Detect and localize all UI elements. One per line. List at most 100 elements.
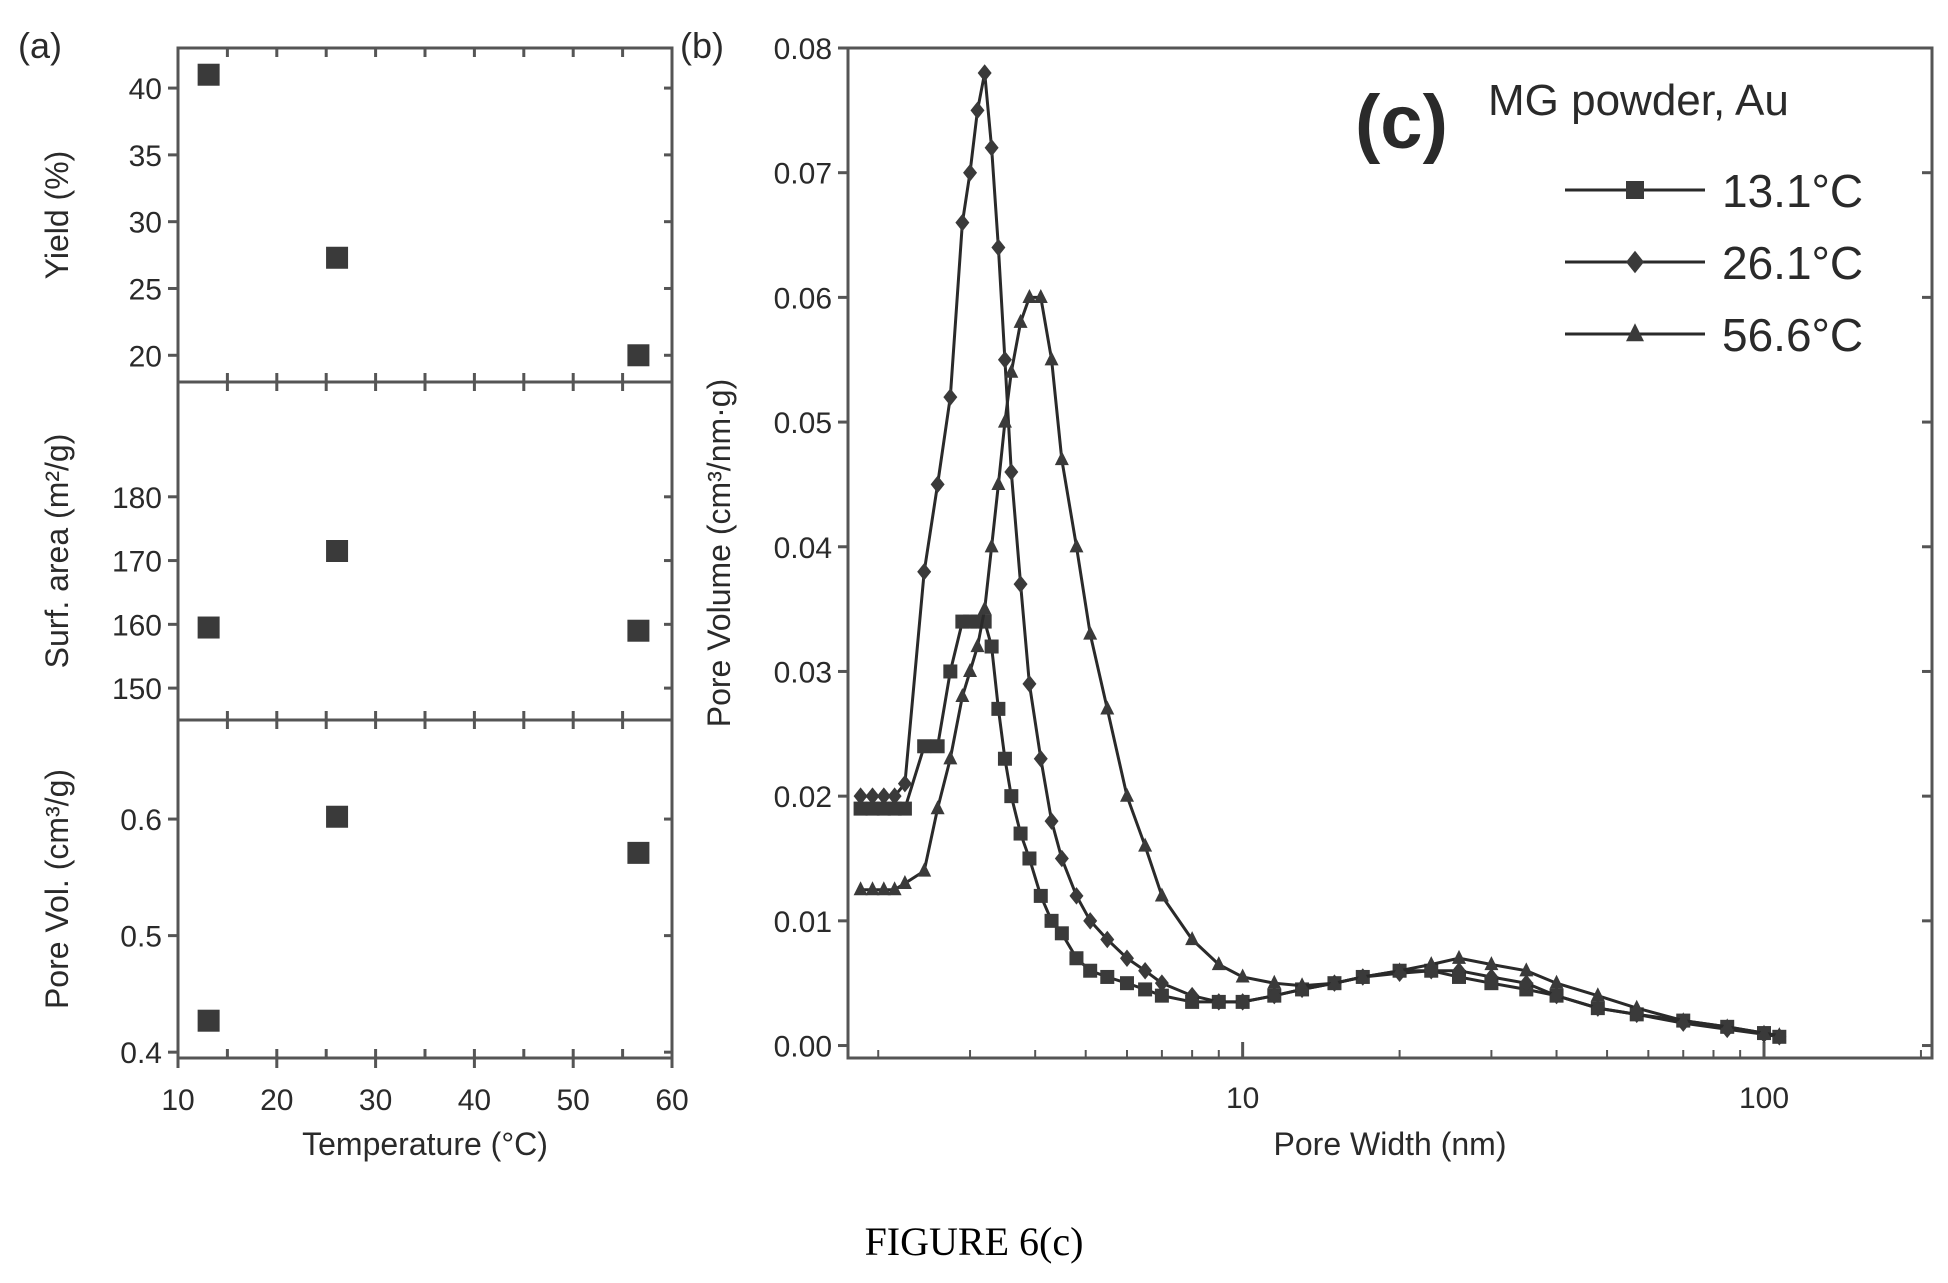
data-point (943, 664, 958, 679)
data-point (1138, 837, 1153, 852)
y-tick-label: 0.5 (120, 921, 162, 954)
data-point (991, 238, 1006, 257)
data-point (1235, 968, 1250, 983)
data-point (1100, 700, 1115, 715)
x-axis-label: Temperature (°C) (302, 1126, 548, 1162)
y-axis-label: Pore Vol. (cm³/g) (39, 769, 75, 1009)
data-point (853, 881, 868, 896)
data-point (853, 787, 868, 805)
data-point (991, 476, 1006, 491)
data-point (1267, 986, 1282, 1005)
data-point (1295, 977, 1310, 992)
data-point (1033, 888, 1048, 903)
data-point (1590, 999, 1605, 1017)
data-point (1054, 849, 1069, 868)
data-point (1185, 931, 1200, 946)
y-tick-label: 0.04 (774, 532, 832, 565)
data-point (1022, 851, 1037, 866)
data-point (865, 801, 880, 816)
data-point (1044, 812, 1059, 830)
data-point (897, 875, 912, 890)
x-tick-label: 50 (557, 1084, 590, 1117)
data-point (1757, 1024, 1772, 1039)
data-point (876, 787, 891, 805)
data-point (865, 787, 880, 805)
data-point (1083, 912, 1098, 930)
y-tick-label: 170 (112, 546, 162, 579)
panel-a: (a) 20 25 30 35 40 Yield (%) 150 160 170 180 Surf. … (18, 25, 689, 1162)
data-point (997, 751, 1012, 766)
data-point (917, 562, 932, 581)
data-point (1004, 463, 1019, 481)
y-tick-label: 0.02 (774, 781, 832, 814)
data-point (197, 63, 220, 86)
data-point (963, 163, 978, 182)
data-point (1235, 993, 1250, 1011)
data-point (943, 388, 958, 406)
data-point (1069, 951, 1084, 966)
legend-entry: 26.1°C (1565, 237, 1863, 289)
figure-caption: FIGURE 6(c) (864, 1219, 1084, 1264)
data-point (997, 350, 1012, 369)
legend-label: 56.6°C (1722, 309, 1863, 361)
x-tick-label: 40 (458, 1084, 491, 1117)
series-square (853, 614, 1787, 1044)
x-tick-label: 10 (1226, 1082, 1259, 1115)
x-tick-label: 100 (1739, 1082, 1789, 1115)
data-point (1013, 313, 1028, 328)
y-tick-label: 180 (112, 482, 162, 515)
data-point (1519, 962, 1534, 977)
data-point (1392, 962, 1407, 977)
data-point (955, 687, 970, 702)
data-point (1720, 1018, 1735, 1033)
data-point (1451, 949, 1466, 964)
figure-svg: (a) 20 25 30 35 40 Yield (%) 150 160 170 180 Surf. … (18, 25, 1934, 1162)
x-tick-label: 20 (260, 1084, 293, 1117)
data-point (1044, 913, 1059, 928)
data-point (1083, 625, 1098, 640)
data-point (326, 246, 349, 269)
y-tick-label: 40 (129, 73, 162, 106)
subplot-frame (176, 380, 674, 722)
data-point (865, 881, 880, 896)
data-point (955, 213, 970, 232)
data-point (943, 750, 958, 765)
x-tick-label: 30 (359, 1084, 392, 1117)
y-tick-label: 150 (112, 673, 162, 706)
y-tick-label: 0.05 (774, 407, 832, 440)
data-point (1069, 538, 1084, 553)
data-point (1100, 969, 1115, 984)
panel-b-label: (b) (680, 25, 724, 66)
series-triangle (853, 288, 1787, 1042)
data-point (1327, 974, 1342, 989)
data-point (1004, 789, 1019, 804)
series-diamond (853, 64, 1787, 1046)
data-point (1013, 826, 1028, 841)
data-point (1033, 749, 1048, 768)
data-point (1676, 1012, 1691, 1027)
data-point (1013, 575, 1028, 593)
data-point (1626, 323, 1644, 342)
data-point (197, 1009, 220, 1032)
data-point (1083, 963, 1098, 978)
y-tick-label: 160 (112, 609, 162, 642)
data-point (1119, 787, 1134, 802)
data-point (1154, 887, 1169, 902)
legend-entry: 56.6°C (1565, 309, 1863, 361)
legend-label: 26.1°C (1722, 237, 1863, 289)
data-point (1022, 288, 1037, 303)
data-point (1451, 961, 1466, 980)
data-point (326, 540, 349, 562)
y-tick-label: 35 (129, 140, 162, 173)
annotation-panel-c: (c) (1355, 80, 1448, 165)
x-axis-label: Pore Width (nm) (1274, 1126, 1507, 1162)
y-tick-label: 20 (129, 340, 162, 373)
data-point (1549, 974, 1564, 989)
data-point (917, 739, 932, 754)
data-point (1772, 1027, 1787, 1042)
data-point (1154, 974, 1169, 992)
data-point (984, 538, 999, 553)
data-point (991, 701, 1006, 716)
data-point (1069, 887, 1084, 905)
y-tick-label: 0.00 (774, 1031, 832, 1064)
